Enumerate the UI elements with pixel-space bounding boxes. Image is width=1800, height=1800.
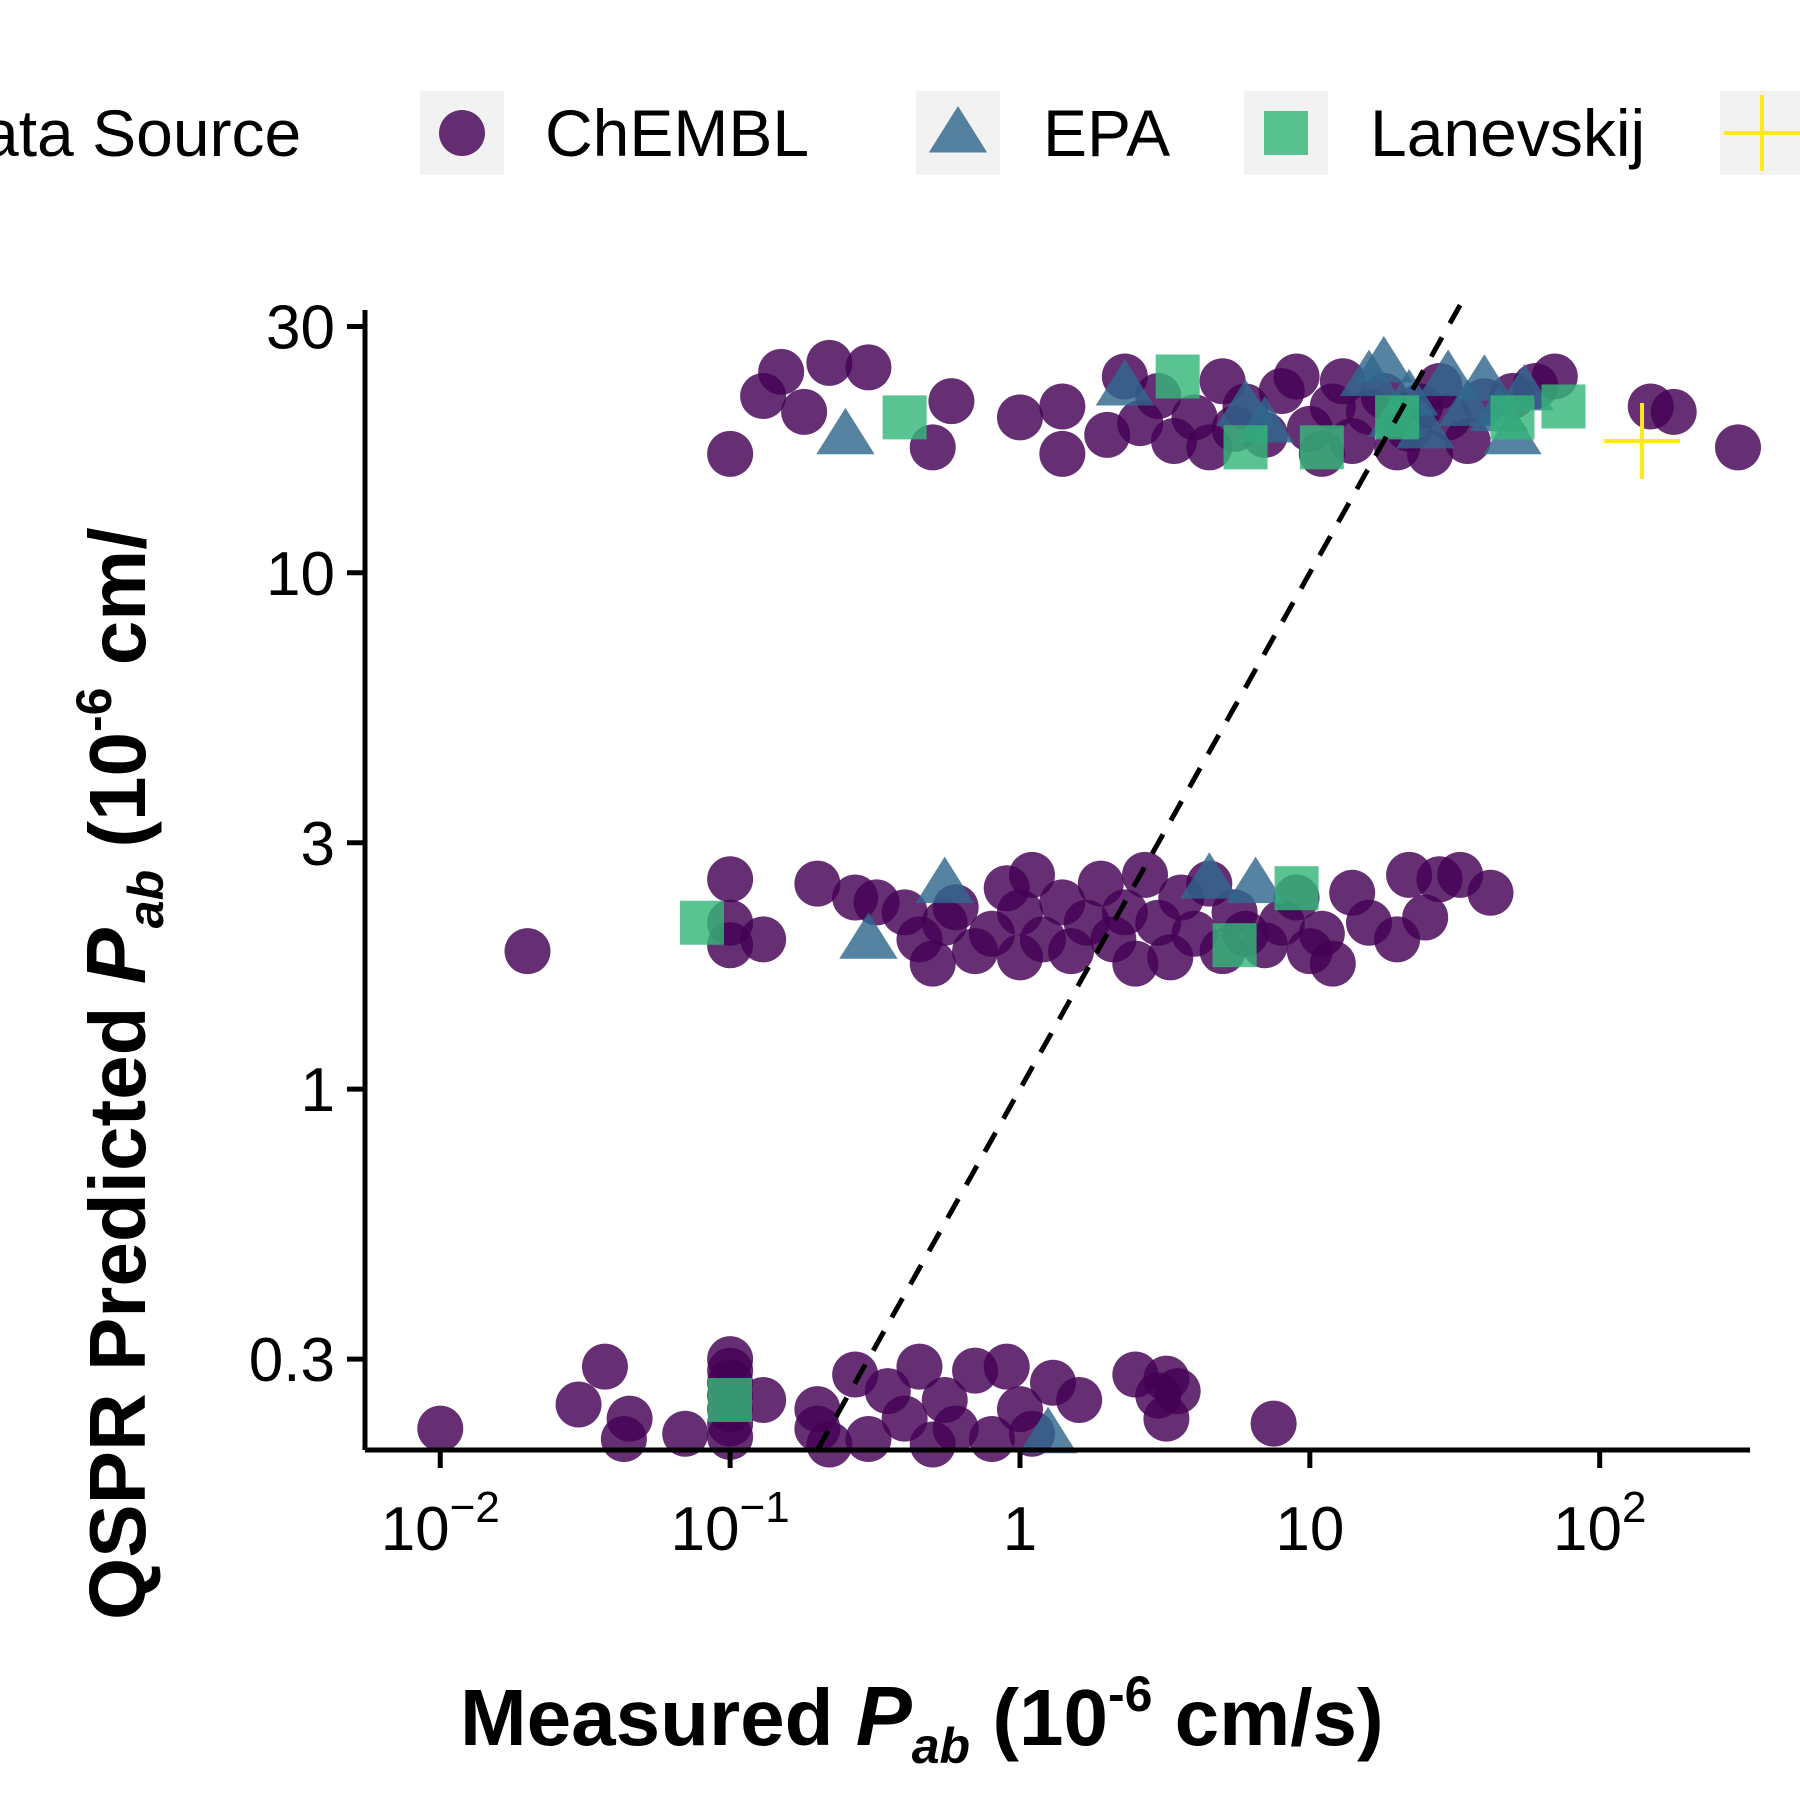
legend-item-epa: EPA: [916, 91, 1170, 175]
legend-title: ata Source: [0, 96, 301, 170]
legend-label: Lanevskij: [1370, 96, 1645, 170]
data-point: [1715, 424, 1762, 471]
legend-label: ChEMBL: [545, 96, 809, 170]
data-point: [1604, 403, 1681, 480]
data-point: [1180, 852, 1239, 899]
data-point: [581, 1343, 628, 1390]
data-point: [1541, 384, 1586, 429]
data-point: [758, 348, 805, 395]
identity-reference-line: [815, 303, 1463, 1452]
data-point: [1008, 851, 1055, 898]
data-point: [1039, 430, 1086, 477]
data-point: [1095, 359, 1154, 406]
data-point: [1273, 353, 1320, 400]
data-point: [1112, 940, 1159, 987]
data-point: [1226, 856, 1285, 904]
data-point: [983, 1343, 1030, 1390]
data-point: [1299, 425, 1344, 470]
data-point: [1490, 395, 1535, 440]
data-point: [417, 1405, 464, 1452]
data-point: [996, 394, 1043, 441]
data-point: [740, 916, 787, 963]
data-point: [806, 1421, 853, 1468]
data-point: [928, 378, 975, 425]
y-tick-label: 3: [301, 810, 335, 879]
x-axis-title: Measured Pab (10-6 cm/s): [460, 1666, 1384, 1774]
data-point: [504, 928, 551, 975]
data-point: [1154, 1368, 1201, 1415]
data-point: [794, 860, 841, 907]
data-point: [1467, 869, 1514, 916]
data-point: [1018, 1406, 1078, 1454]
data-point: [1212, 923, 1257, 968]
data-point: [896, 1343, 943, 1390]
y-tick-label: 30: [266, 293, 335, 362]
data-point: [806, 339, 853, 386]
data-point: [845, 344, 892, 391]
data-point: [1402, 894, 1449, 941]
x-tick-label: 102: [1553, 1483, 1646, 1564]
data-point: [1418, 349, 1478, 396]
data-point: [1650, 388, 1697, 435]
data-point: [1056, 1376, 1103, 1423]
legend-key-circle: [439, 110, 485, 156]
data-point: [1354, 335, 1413, 383]
data-point: [932, 1405, 979, 1452]
y-axis-title: QSPR Predicted Pab (10-6 cm/: [66, 527, 174, 1620]
legend-key-cross: [1724, 95, 1800, 171]
legend: ata Source ChEMBL EPA Lanevskij: [0, 91, 1800, 175]
series-lanevskij: [680, 354, 1586, 1422]
y-tick-label: 10: [266, 540, 335, 609]
legend-item-lanevskij: Lanevskij: [1244, 91, 1645, 175]
data-point: [909, 940, 956, 987]
x-tick-label: 10−1: [671, 1483, 790, 1564]
data-point: [816, 407, 875, 455]
data-point: [839, 912, 898, 959]
data-point: [680, 900, 725, 945]
legend-item-cross: [1720, 91, 1800, 175]
data-point: [707, 430, 754, 477]
x-tick-label: 10−2: [381, 1483, 500, 1564]
data-point: [708, 1377, 753, 1422]
data-point: [555, 1381, 602, 1428]
x-tick-label: 1: [1003, 1495, 1037, 1564]
data-point: [915, 856, 974, 904]
axes: 0.3 1 3 10 30 10−2 10−1 1 10 102: [249, 293, 1750, 1564]
series-unnamed: [1604, 403, 1681, 480]
y-tick-label: 1: [301, 1056, 335, 1125]
data-point: [707, 856, 754, 903]
legend-label: EPA: [1043, 96, 1170, 170]
legend-key-triangle: [928, 106, 988, 153]
legend-item-chembl: ChEMBL: [420, 91, 809, 175]
data-point: [1274, 866, 1319, 911]
data-point: [606, 1395, 653, 1442]
series-chembl: [417, 339, 1762, 1468]
data-point: [781, 388, 828, 435]
data-points: [417, 335, 1762, 1468]
data-point: [1250, 1400, 1297, 1447]
data-point: [1155, 354, 1200, 399]
y-tick-label: 0.3: [249, 1326, 335, 1395]
data-point: [1223, 425, 1268, 470]
reference-line-group: [815, 303, 1463, 1452]
data-point: [662, 1410, 709, 1457]
legend-key-square: [1264, 111, 1308, 155]
data-point: [1309, 940, 1356, 987]
data-point: [882, 395, 927, 440]
x-tick-label: 10: [1275, 1495, 1344, 1564]
data-point: [1039, 383, 1086, 430]
